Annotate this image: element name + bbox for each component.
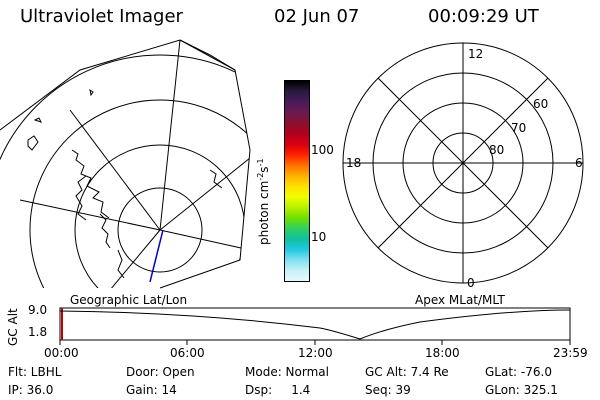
geographic-map-label: Geographic Lat/Lon	[70, 293, 188, 307]
mlt-label-0: 0	[467, 276, 475, 290]
mlat-ring-70	[402, 102, 524, 224]
door-status: Door: Open	[126, 365, 195, 379]
gain-status: Gain: 14	[126, 383, 177, 397]
timeline-frame	[59, 307, 571, 341]
glat-status: GLat: -76.0	[485, 365, 552, 379]
lat-circle-2	[74, 144, 246, 288]
mlt-diag-1	[377, 77, 549, 249]
colorbar-unit-label: photon cm-2s-1	[256, 158, 271, 245]
colorbar	[284, 80, 310, 282]
mlat-label-70: 70	[511, 121, 527, 135]
ip-status: IP: 36.0	[8, 383, 54, 397]
mode-status: Mode: Normal	[245, 365, 329, 379]
mlat-label-80: 80	[489, 143, 505, 157]
apex-map-label: Apex MLat/MLT	[415, 293, 505, 307]
colorbar-tick-10: 10	[311, 230, 327, 244]
meridian-3	[159, 149, 250, 231]
altitude-curve	[59, 309, 571, 340]
colorbar-tick-100: 100	[311, 143, 334, 157]
mlt-label-6: 6	[575, 156, 583, 170]
time-tick-0600: 06:00	[170, 346, 205, 360]
date-label: 02 Jun 07	[274, 6, 360, 27]
dsp-status: Dsp: 1.4	[245, 383, 311, 397]
mlt-label-18: 18	[346, 156, 362, 170]
lat-circle-3	[29, 99, 250, 288]
lat-circle-1	[117, 187, 203, 273]
meridian-1	[69, 109, 161, 231]
meridian-6	[19, 199, 161, 231]
mlt-label-12: 12	[468, 47, 484, 61]
time-tick-2359: 23:59	[553, 346, 588, 360]
meridian-2	[159, 40, 181, 231]
coastline	[27, 88, 223, 279]
gc-alt-status: GC Alt: 7.4 Re	[365, 365, 449, 379]
glon-status: GLon: 325.1	[485, 383, 558, 397]
mlt-diag-2	[377, 77, 549, 249]
mlat-label-60: 60	[533, 97, 549, 111]
timeline-ymin: 1.8	[28, 325, 48, 339]
orbit-track	[149, 229, 164, 283]
mlat-ring-80	[432, 132, 494, 194]
time-tick-1200: 12:00	[298, 346, 333, 360]
time-tick-0000: 00:00	[44, 346, 79, 360]
timeline-ymax: 9.0	[28, 303, 48, 317]
meridian-5	[109, 229, 161, 288]
filter-status: Flt: LBHL	[8, 365, 62, 379]
map-boundary	[0, 39, 251, 289]
instrument-title: Ultraviolet Imager	[20, 6, 183, 27]
time-label: 00:09:29 UT	[428, 6, 539, 27]
mlat-ring-60	[372, 72, 554, 254]
meridian-4	[159, 229, 250, 251]
map-border-curve	[179, 39, 236, 71]
seq-status: Seq: 39	[365, 383, 411, 397]
time-tick-1800: 18:00	[425, 346, 460, 360]
mlat-ring-outer	[342, 42, 584, 284]
timeline-ylabel: GC Alt	[6, 308, 20, 346]
